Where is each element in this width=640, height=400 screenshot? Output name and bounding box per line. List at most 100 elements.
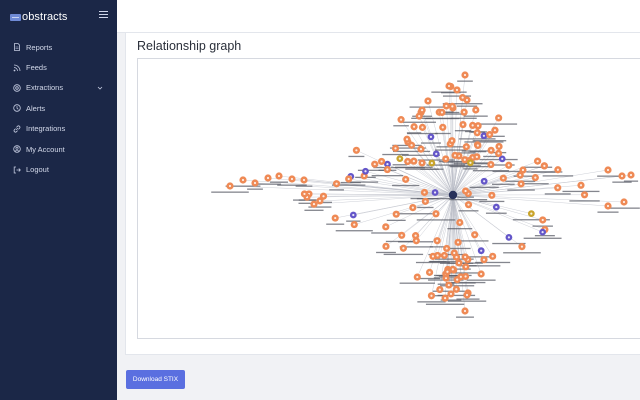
node-glyph [445, 104, 448, 108]
report-hub-node[interactable] [448, 190, 458, 200]
node-glyph [463, 73, 467, 77]
node-label [448, 165, 481, 167]
node-glyph [430, 294, 433, 297]
sidebar-item-extractions[interactable]: Extractions [0, 78, 117, 98]
logo-icon [10, 13, 21, 21]
node-label [357, 169, 392, 171]
node-label [440, 299, 462, 301]
node-glyph [463, 309, 467, 313]
node-label [416, 219, 456, 221]
node-glyph [266, 176, 270, 180]
node-label [429, 260, 459, 263]
menu-toggle-icon[interactable] [99, 11, 108, 20]
node-label [392, 144, 422, 147]
node-label [293, 199, 316, 201]
node-glyph [228, 184, 232, 188]
node-glyph [556, 186, 559, 189]
node-label [523, 166, 553, 168]
node-glyph [446, 270, 449, 273]
node-glyph [489, 163, 493, 166]
node-label [399, 246, 433, 248]
node-label [376, 251, 396, 254]
node-glyph [606, 204, 610, 208]
node-label [492, 170, 525, 173]
sidebar-item-logout[interactable]: Logout [0, 159, 117, 179]
sidebar-item-integrations[interactable]: Integrations [0, 119, 117, 139]
node-glyph [420, 161, 424, 165]
node-glyph [426, 99, 430, 103]
node-label [439, 160, 472, 163]
node-glyph [290, 177, 294, 181]
node-glyph [579, 184, 583, 187]
node-glyph [438, 288, 441, 291]
node-label [440, 285, 475, 287]
node-glyph [405, 138, 409, 141]
node-label [449, 199, 488, 201]
sidebar-item-label: Feeds [26, 63, 47, 73]
node-glyph [491, 255, 494, 258]
graph-edge [385, 194, 454, 247]
sidebar-item-feeds[interactable]: Feeds [0, 57, 117, 77]
node-glyph [444, 297, 447, 300]
node-glyph [455, 288, 458, 291]
sidebar-item-my-account[interactable]: My Account [0, 139, 117, 159]
node-glyph [386, 168, 389, 171]
node-glyph [428, 271, 431, 274]
download-stix-button[interactable]: Download STIX [126, 370, 185, 389]
chevron-down-icon[interactable] [97, 85, 103, 91]
graph-edge [427, 100, 454, 196]
node-label [393, 213, 433, 215]
node-glyph [455, 88, 459, 92]
node-glyph [412, 125, 416, 128]
node-label [277, 184, 307, 186]
node-glyph [430, 161, 433, 165]
node-glyph [419, 148, 423, 151]
node-glyph [583, 193, 586, 196]
node-glyph [431, 255, 435, 258]
graph-edge [439, 194, 454, 290]
node-glyph [495, 205, 498, 209]
node-label [415, 261, 450, 264]
node-label [463, 168, 478, 170]
node-label [492, 242, 526, 245]
node-glyph [353, 223, 356, 226]
node-label [329, 189, 344, 191]
graph-edge [411, 145, 454, 196]
sidebar-item-label: Extractions [26, 83, 64, 93]
node-glyph [440, 111, 444, 114]
node-glyph [455, 256, 458, 259]
sidebar-item-reports[interactable]: Reports [0, 37, 117, 57]
rss-icon [12, 63, 21, 72]
node-label [456, 298, 480, 300]
node-label [456, 316, 474, 318]
graph-edge [420, 149, 454, 196]
node-glyph [461, 96, 464, 99]
graph-edge [417, 194, 454, 278]
node-glyph [414, 234, 417, 237]
node-label [450, 165, 490, 168]
node-glyph [347, 177, 350, 181]
node-glyph [483, 180, 486, 183]
node-label [417, 159, 455, 161]
node-label [211, 191, 249, 193]
graph-edge [303, 179, 454, 196]
graph-edge [452, 194, 510, 238]
node-glyph [436, 239, 439, 242]
node-label [348, 155, 365, 158]
relationship-graph[interactable] [137, 58, 640, 339]
node-label [480, 123, 518, 125]
node-glyph [471, 124, 474, 127]
graph-edge [304, 193, 454, 196]
graph-edge [452, 194, 609, 207]
graph-nodes[interactable] [226, 71, 635, 315]
sidebar-item-alerts[interactable]: Alerts [0, 98, 117, 118]
graph-canvas[interactable] [138, 59, 640, 339]
node-label [451, 117, 477, 119]
node-glyph [474, 108, 477, 112]
node-glyph [303, 192, 306, 196]
node-label [503, 252, 541, 254]
node-glyph [277, 174, 281, 178]
brand-logo[interactable]: obstracts [10, 9, 68, 25]
node-glyph [521, 168, 525, 172]
node-label [612, 181, 632, 183]
